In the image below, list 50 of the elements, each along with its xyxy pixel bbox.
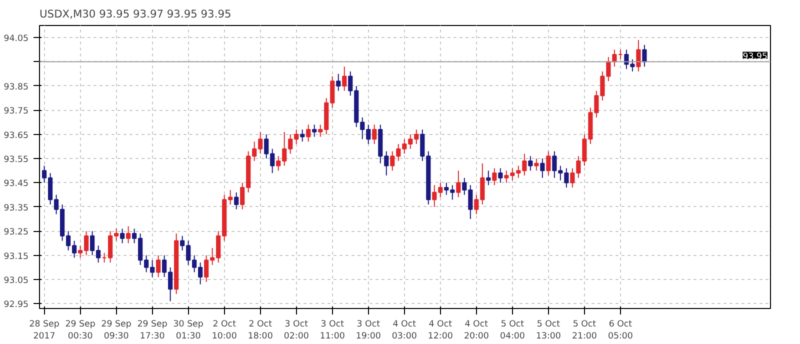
y-tick-label: 93.35: [4, 203, 28, 214]
candlestick: [342, 66, 347, 92]
y-tick-label: 93.75: [4, 106, 28, 117]
x-tick-label: 3 Oct 02:00: [284, 320, 309, 342]
y-tick-label: 93.85: [4, 82, 28, 92]
candlestick: [312, 124, 317, 138]
candlestick: [636, 40, 641, 72]
y-tick-label: 92.95: [4, 300, 28, 310]
x-tick-label: 4 Oct 12:00: [428, 320, 453, 342]
x-tick-label: 30 Sep 01:30: [173, 320, 204, 342]
x-tick-label: 28 Sep 2017: [29, 320, 60, 342]
candlestick: [156, 254, 161, 278]
x-tick-label: 2 Oct 18:00: [248, 320, 273, 342]
y-tick-label: 93.05: [4, 276, 28, 286]
chart-title: USDX,M30 93.95 93.97 93.95 93.95: [40, 8, 232, 20]
candlestick: [534, 158, 539, 172]
x-tick-label: 4 Oct 03:00: [392, 320, 417, 342]
candlestick: [540, 158, 545, 178]
x-tick-label: 29 Sep 17:30: [137, 320, 168, 342]
candlestick: [234, 192, 239, 210]
x-tick-label: 3 Oct 11:00: [320, 320, 345, 342]
x-tick-label: 5 Oct 21:00: [572, 320, 597, 342]
x-tick-label: 5 Oct 13:00: [536, 320, 561, 342]
x-tick-label: 5 Oct 04:00: [500, 320, 525, 342]
y-tick-label: 93.65: [4, 130, 28, 141]
y-tick-label: 94.05: [4, 34, 28, 44]
candlestick: [336, 73, 341, 92]
candlestick: [546, 150, 551, 176]
candlestick: [372, 124, 377, 145]
x-tick-label: 4 Oct 20:00: [464, 320, 489, 342]
ref-line-label: 93.95: [742, 52, 768, 62]
x-tick-label: 2 Oct 10:00: [212, 320, 237, 342]
candlestick: [642, 44, 647, 68]
candlestick: [528, 156, 533, 172]
x-tick-label: 6 Oct 05:00: [608, 320, 633, 342]
candlestick: [306, 124, 311, 142]
y-tick-label: 93.15: [4, 252, 28, 262]
y-tick-label: 93.55: [4, 155, 28, 166]
candlestick: [126, 226, 131, 244]
candlestick: [456, 170, 461, 198]
candlestick: [486, 170, 491, 186]
candlestick: [492, 168, 497, 186]
x-tick-label: 29 Sep 00:30: [65, 320, 96, 342]
candlestick: [120, 228, 125, 244]
x-tick-label: 3 Oct 19:00: [356, 320, 381, 342]
candlestick: [300, 129, 305, 142]
x-tick-label: 29 Sep 09:30: [101, 320, 132, 342]
y-tick-label: 93.45: [4, 179, 28, 190]
candlestick: [498, 168, 503, 184]
y-tick-label: 93.25: [4, 228, 28, 238]
